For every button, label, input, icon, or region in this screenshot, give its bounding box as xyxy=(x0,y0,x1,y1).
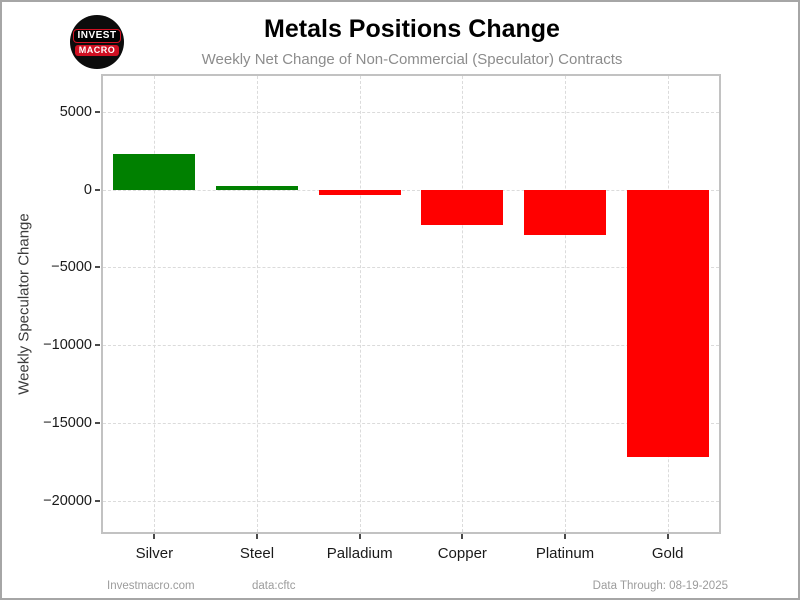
x-tick-label: Gold xyxy=(651,545,684,562)
plot-area xyxy=(101,74,721,534)
x-tick-label: Palladium xyxy=(326,545,393,562)
y-tick-label: −10000 xyxy=(43,336,92,353)
logo-invest-text: INVEST xyxy=(73,28,121,43)
footer-data-through: Data Through: 08-19-2025 xyxy=(592,580,728,592)
horizontal-gridline xyxy=(103,345,719,347)
y-axis-title: Weekly Speculator Change xyxy=(15,213,33,395)
investmacro-logo: INVEST MACRO xyxy=(70,15,124,69)
horizontal-gridline xyxy=(103,189,719,191)
y-tick-mark xyxy=(95,110,100,113)
vertical-gridline xyxy=(359,76,361,532)
bar-copper xyxy=(421,189,504,226)
x-tick-mark xyxy=(153,534,156,539)
x-tick-mark xyxy=(666,534,669,539)
x-tick-label: Silver xyxy=(135,545,174,562)
bar-steel xyxy=(215,186,299,190)
bar-silver xyxy=(113,153,196,190)
y-tick-label: −15000 xyxy=(43,414,92,431)
horizontal-gridline xyxy=(103,423,719,425)
page-subtitle: Weekly Net Change of Non-Commercial (Spe… xyxy=(201,51,623,68)
y-tick-mark xyxy=(95,422,100,425)
y-tick-mark xyxy=(95,499,100,502)
vertical-gridline xyxy=(565,76,566,532)
y-tick-label: 0 xyxy=(83,181,92,198)
y-tick-mark xyxy=(95,188,100,191)
logo-macro-text: MACRO xyxy=(74,44,120,56)
x-tick-label: Copper xyxy=(437,545,487,562)
y-tick-label: 5000 xyxy=(59,103,92,120)
x-tick-mark xyxy=(358,534,361,539)
horizontal-gridline xyxy=(103,111,719,113)
footer-data-source: data:cftc xyxy=(252,580,296,592)
y-tick-label: −5000 xyxy=(51,259,92,276)
x-tick-label: Platinum xyxy=(535,545,595,562)
bar-palladium xyxy=(318,189,401,196)
footer-site-link: Investmacro.com xyxy=(107,580,195,592)
bar-platinum xyxy=(523,189,607,235)
x-tick-mark xyxy=(256,534,258,539)
horizontal-gridline xyxy=(103,500,719,502)
vertical-gridline xyxy=(462,76,464,532)
y-tick-mark xyxy=(95,266,100,269)
bar-gold xyxy=(626,189,709,458)
x-tick-mark xyxy=(461,534,464,539)
y-tick-mark xyxy=(95,344,100,347)
page-title: Metals Positions Change xyxy=(264,15,560,43)
x-tick-label: Steel xyxy=(239,545,275,562)
vertical-gridline xyxy=(154,76,156,532)
x-tick-mark xyxy=(564,534,566,539)
vertical-gridline xyxy=(257,76,258,532)
y-tick-label: −20000 xyxy=(43,492,92,509)
horizontal-gridline xyxy=(103,267,719,269)
